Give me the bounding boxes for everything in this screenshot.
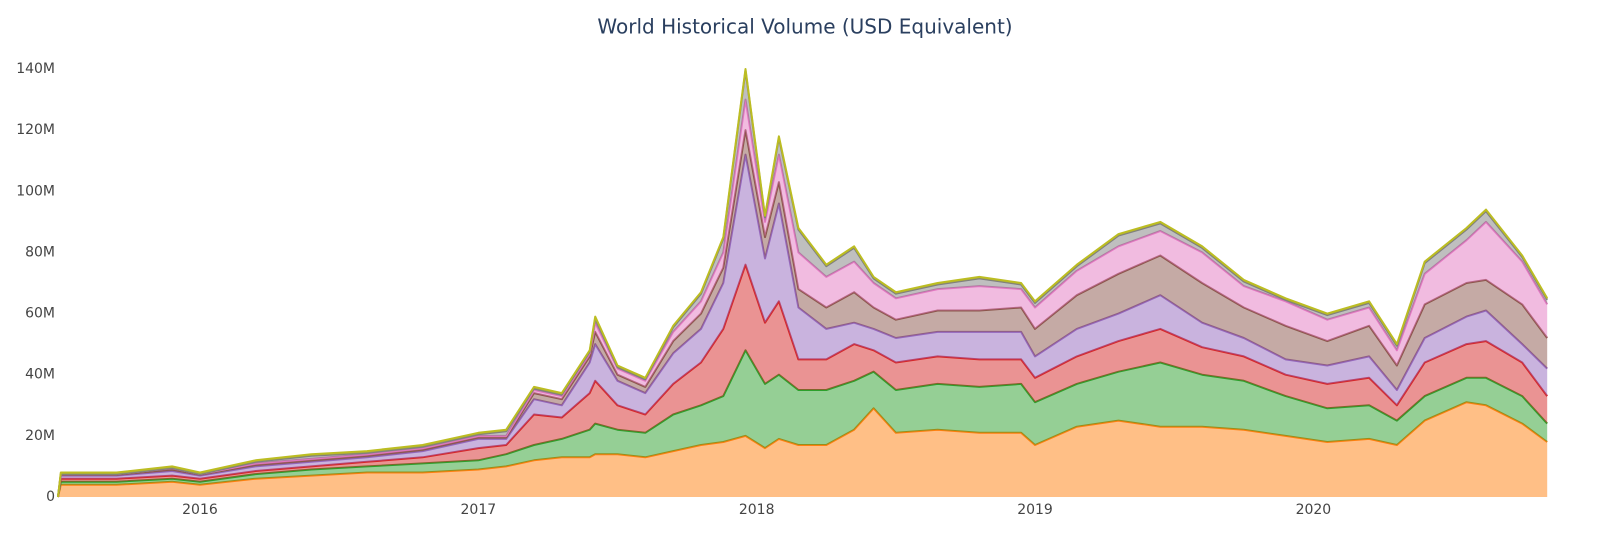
area-line bbox=[57, 68, 1549, 498]
area-fill bbox=[58, 264, 1548, 497]
x-tick-label: 2017 bbox=[461, 502, 497, 518]
x-tick-label: 2020 bbox=[1296, 502, 1332, 518]
area-fill bbox=[58, 402, 1548, 497]
y-tick-label: 40M bbox=[25, 367, 55, 383]
x-tick-label: 2019 bbox=[1017, 502, 1053, 518]
area-fill bbox=[58, 154, 1548, 497]
y-tick-label: 60M bbox=[25, 306, 55, 322]
y-tick-label: 80M bbox=[25, 244, 55, 260]
y-tick-label: 0 bbox=[46, 489, 55, 505]
y-tick-label: 20M bbox=[25, 428, 55, 444]
area-fill bbox=[58, 130, 1548, 497]
area-fill bbox=[58, 350, 1548, 497]
y-tick-label: 100M bbox=[16, 183, 55, 199]
x-tick-label: 2018 bbox=[739, 502, 775, 518]
y-tick-label: 140M bbox=[16, 61, 55, 77]
chart-title: World Historical Volume (USD Equivalent) bbox=[597, 15, 1012, 39]
area-fill bbox=[58, 99, 1548, 497]
x-tick-label: 2016 bbox=[182, 502, 218, 518]
y-tick-label: 120M bbox=[16, 122, 55, 138]
